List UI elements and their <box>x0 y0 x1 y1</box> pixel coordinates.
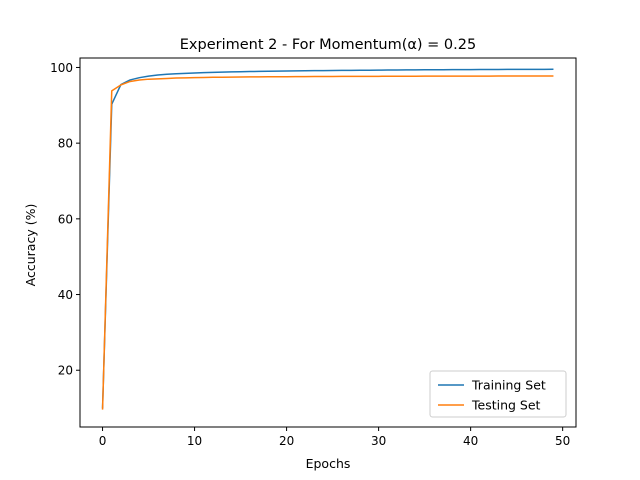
y-tick-label: 20 <box>58 364 73 378</box>
y-tick-label: 100 <box>50 61 73 75</box>
x-tick-label: 0 <box>99 434 107 448</box>
series-line-2 <box>101 75 554 410</box>
axes: 0 10 20 30 40 50 20 40 60 80 100 <box>50 57 577 448</box>
y-tick-label: 80 <box>58 137 73 151</box>
axes-frame <box>79 57 577 428</box>
x-tick-label: 10 <box>187 434 202 448</box>
x-tick-label: 40 <box>463 434 478 448</box>
y-tick-label: 60 <box>58 212 73 226</box>
series-line-1 <box>101 68 554 409</box>
x-tick-label: 50 <box>555 434 570 448</box>
legend: Training Set Testing Set <box>429 370 567 418</box>
x-axis-label: Epochs <box>306 456 351 471</box>
x-tick-label: 30 <box>371 434 386 448</box>
chart-title: Experiment 2 - For Momentum(α) = 0.25 <box>180 37 476 53</box>
y-tick-label: 40 <box>58 288 73 302</box>
legend-label-2: Testing Set <box>471 398 541 413</box>
plot-area <box>101 68 554 410</box>
y-axis-label: Accuracy (%) <box>23 204 38 287</box>
x-tick-label: 20 <box>279 434 294 448</box>
legend-label-1: Training Set <box>471 378 546 393</box>
